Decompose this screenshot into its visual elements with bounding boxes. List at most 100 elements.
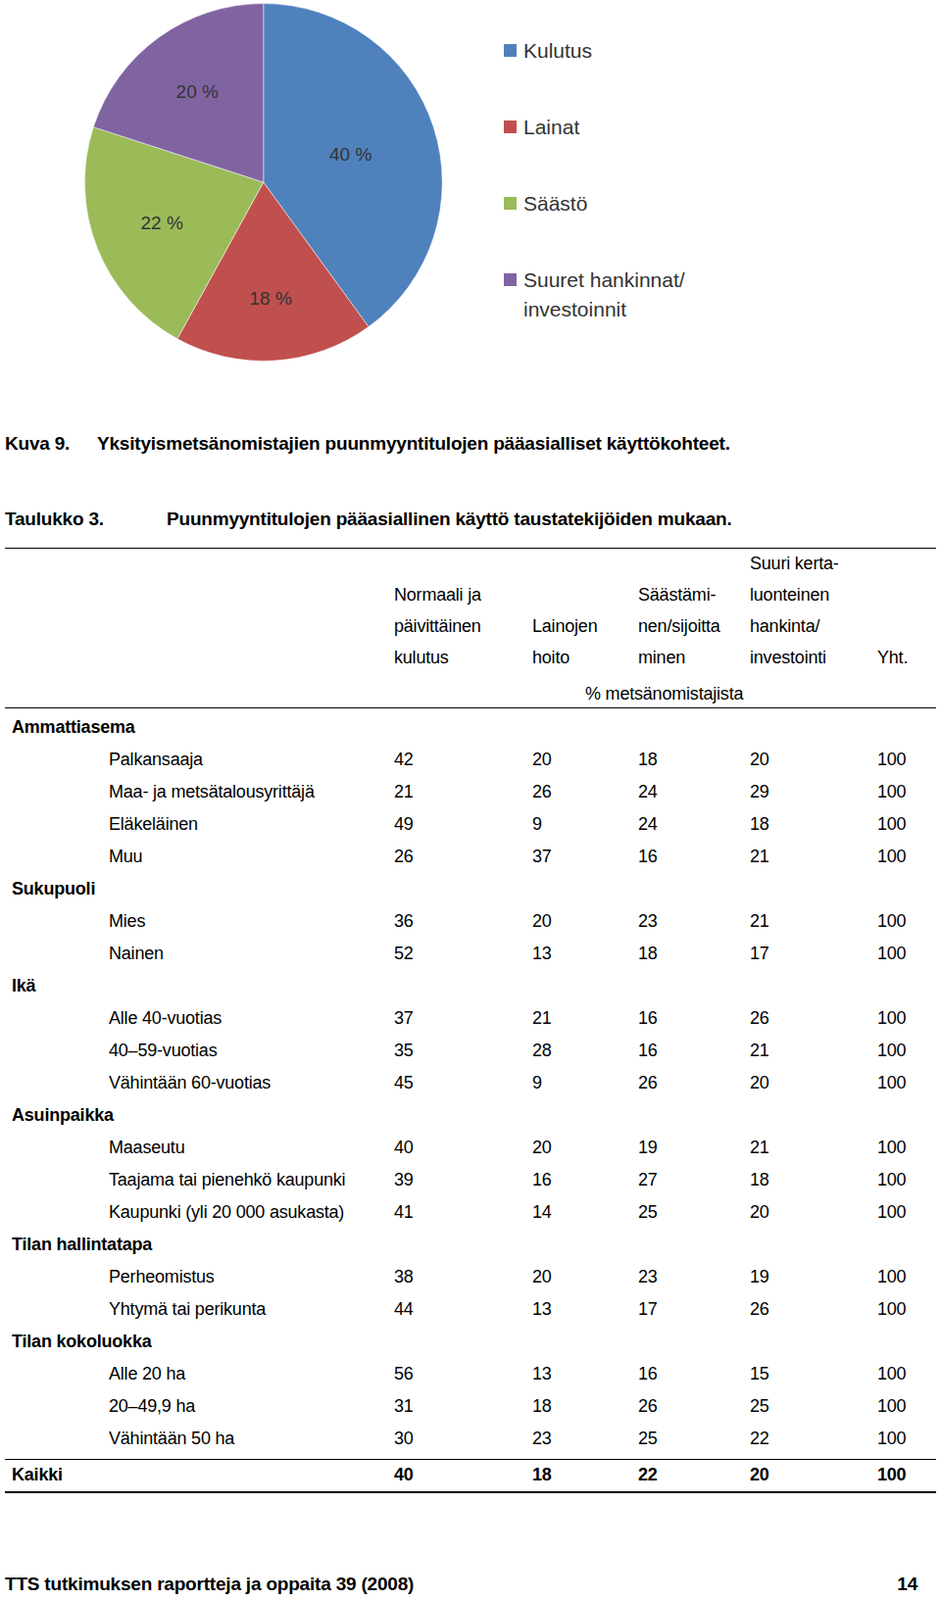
html-text:hoito: hoito: [532, 647, 570, 668]
html-text:Vähintään 60-vuotias: Vähintään 60-vuotias: [108, 1073, 271, 1093]
html-text:100: 100: [877, 1008, 907, 1029]
html-text:18: 18: [749, 814, 770, 835]
html-text:Lainojen: Lainojen: [532, 616, 598, 637]
html-text:hankinta/: hankinta/: [749, 616, 820, 637]
html-text:Alle 40-vuotias: Alle 40-vuotias: [108, 1008, 222, 1029]
html-text:Eläkeläinen: Eläkeläinen: [108, 814, 198, 835]
html-text:Maa- ja metsätalousyrittäjä: Maa- ja metsätalousyrittäjä: [108, 782, 315, 802]
html-text:Perheomistus: Perheomistus: [108, 1267, 215, 1288]
html-text:investoinnit: investoinnit: [523, 297, 627, 321]
html-text:45: 45: [394, 1073, 414, 1093]
html-text:Kaupunki (yli 20 000 asukasta): Kaupunki (yli 20 000 asukasta): [108, 1202, 345, 1223]
html-text:100: 100: [877, 782, 907, 802]
html-text:päivittäinen: päivittäinen: [394, 616, 481, 637]
html-text:18: 18: [638, 749, 658, 770]
html-text:20: 20: [749, 1465, 770, 1486]
html-text:Säästämi-: Säästämi-: [638, 585, 716, 605]
html-text:17: 17: [749, 943, 770, 964]
html-text:100: 100: [877, 846, 907, 867]
html-text:20: 20: [749, 749, 770, 770]
html-text:37: 37: [532, 846, 552, 867]
html-text:18: 18: [638, 943, 658, 964]
html-text:100: 100: [877, 1267, 907, 1288]
html-text:100: 100: [877, 1202, 907, 1223]
html-text:16: 16: [638, 1040, 658, 1061]
html-text:24: 24: [638, 814, 658, 835]
svg-text:40 %: 40 %: [329, 144, 372, 165]
html-text:29: 29: [749, 782, 770, 802]
html-text:42: 42: [394, 749, 414, 770]
html-text:investointi: investointi: [749, 647, 827, 668]
html-text:Normaali ja: Normaali ja: [394, 585, 482, 605]
html-text:Nainen: Nainen: [108, 943, 164, 964]
html-text:Yksityismetsänomistajien puunm: Yksityismetsänomistajien puunmyyntituloj…: [97, 433, 730, 454]
html-text:40–59-vuotias: 40–59-vuotias: [108, 1040, 218, 1061]
html-text:100: 100: [877, 814, 907, 835]
html-text:luonteinen: luonteinen: [749, 585, 830, 605]
html-text:26: 26: [749, 1299, 770, 1320]
html-text:13: 13: [532, 943, 552, 964]
html-text:Palkansaaja: Palkansaaja: [108, 749, 203, 770]
html-text:100: 100: [877, 1040, 907, 1061]
html-text:Asuinpaikka: Asuinpaikka: [11, 1105, 114, 1126]
html-text:21: 21: [749, 1040, 770, 1061]
html-text:Ammattiasema: Ammattiasema: [11, 717, 135, 738]
html-text:14: 14: [897, 1574, 918, 1595]
html-text:% metsänomistajista: % metsänomistajista: [585, 684, 744, 704]
html-text:25: 25: [749, 1396, 770, 1417]
html-text:Kuva 9.: Kuva 9.: [4, 433, 70, 454]
html-text:100: 100: [877, 943, 907, 964]
html-text:52: 52: [394, 943, 414, 964]
html-text:49: 49: [394, 814, 414, 835]
html-text:100: 100: [877, 911, 907, 932]
html-text:100: 100: [877, 1364, 907, 1385]
html-text:15: 15: [749, 1364, 770, 1385]
html-text:Yht.: Yht.: [877, 647, 908, 668]
html-text:TTS tutkimuksen raportteja ja: TTS tutkimuksen raportteja ja oppaita 39…: [4, 1574, 414, 1595]
html-text:21: 21: [394, 782, 414, 802]
html-text:26: 26: [532, 782, 552, 802]
html-text:35: 35: [394, 1040, 414, 1061]
html-text:21: 21: [532, 1008, 552, 1029]
svg-text:18 %: 18 %: [249, 288, 293, 309]
html-text:28: 28: [532, 1040, 552, 1061]
html-text:Muu: Muu: [108, 846, 143, 867]
html-text:Puunmyyntitulojen pääasialline: Puunmyyntitulojen pääasiallinen käyttö t…: [166, 508, 732, 530]
html-text:20: 20: [749, 1202, 770, 1223]
html-text:kulutus: kulutus: [394, 647, 449, 668]
html-text:19: 19: [749, 1267, 770, 1288]
html-text:Alle 20 ha: Alle 20 ha: [108, 1364, 186, 1385]
html-text:21: 21: [749, 911, 770, 932]
html-text:Kaikki: Kaikki: [11, 1465, 63, 1486]
html-text:26: 26: [749, 1008, 770, 1029]
html-text:Lainat: Lainat: [523, 115, 580, 139]
html-text:Taulukko 3.: Taulukko 3.: [4, 508, 104, 530]
html-text:24: 24: [638, 782, 658, 802]
html-text:23: 23: [638, 911, 658, 932]
html-text:Sukupuoli: Sukupuoli: [11, 879, 96, 899]
html-text:Yhtymä tai perikunta: Yhtymä tai perikunta: [108, 1299, 266, 1320]
html-text:20: 20: [532, 749, 552, 770]
html-text:Säästö: Säästö: [523, 192, 588, 215]
html-text:minen: minen: [638, 647, 686, 668]
svg-text:20 %: 20 %: [176, 81, 219, 102]
html-text:16: 16: [638, 1008, 658, 1029]
html-text:100: 100: [877, 749, 907, 770]
html-text:Suuret hankinnat/: Suuret hankinnat/: [523, 268, 685, 292]
html-text:100: 100: [877, 1299, 907, 1320]
html-text:36: 36: [394, 911, 414, 932]
html-text:20: 20: [532, 911, 552, 932]
html-text:Suuri kerta-: Suuri kerta-: [749, 553, 839, 574]
html-text:Ikä: Ikä: [11, 976, 36, 996]
html-text:100: 100: [877, 1465, 907, 1486]
html-text:21: 21: [749, 846, 770, 867]
html-text:Mies: Mies: [108, 911, 146, 932]
html-text:nen/sijoitta: nen/sijoitta: [638, 616, 721, 637]
html-text:37: 37: [394, 1008, 414, 1029]
html-text:16: 16: [638, 846, 658, 867]
html-text:26: 26: [394, 846, 414, 867]
html-text:Kulutus: Kulutus: [523, 39, 593, 62]
svg-text:22 %: 22 %: [141, 212, 184, 234]
html-text:100: 100: [877, 1396, 907, 1417]
html-text:20–49,9 ha: 20–49,9 ha: [108, 1396, 196, 1417]
